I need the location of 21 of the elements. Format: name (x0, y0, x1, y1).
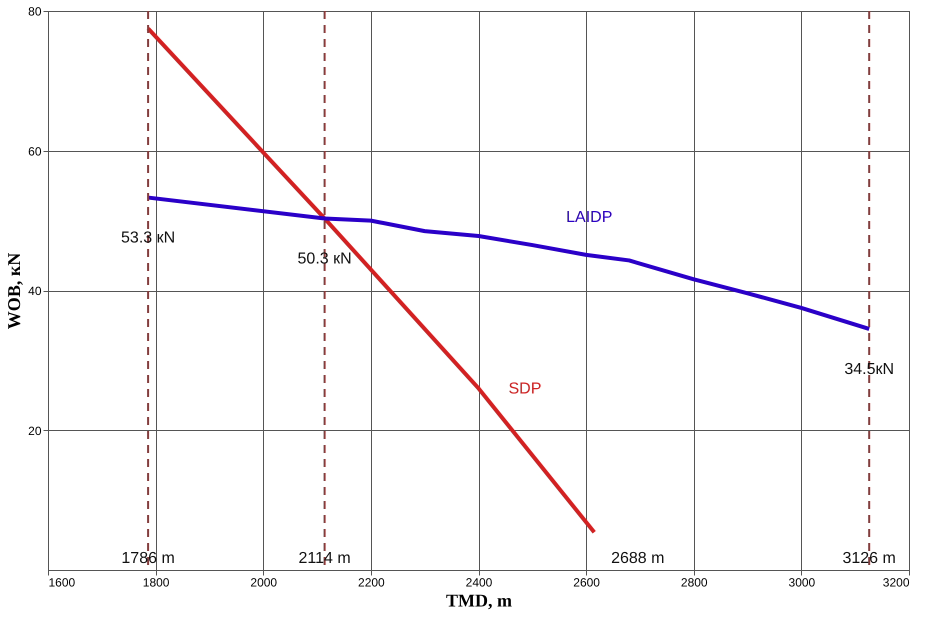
y-tick-label: 80 (28, 4, 42, 18)
x-tick-label: 2600 (573, 576, 600, 590)
x-tick-label: 2200 (358, 576, 386, 590)
x-tick-label: 3000 (788, 576, 816, 590)
ref-line-label: 2114 m (298, 550, 351, 567)
x-tick-label: 2000 (250, 576, 278, 590)
y-axis-title: WOB, кN (4, 252, 24, 330)
x-tick-label: 1800 (142, 576, 170, 590)
x-tick-label: 1600 (48, 576, 76, 590)
ref-line-label: 3126 m (842, 550, 896, 567)
annotation: 2688 m (611, 550, 664, 567)
x-tick-label: 3200 (882, 576, 910, 590)
x-tick-label: 2800 (680, 576, 708, 590)
x-tick-label: 2400 (466, 576, 493, 590)
series-label: SDP (508, 380, 542, 398)
annotation: 50.3 кN (298, 250, 352, 268)
annotation: 34.5кN (844, 360, 894, 378)
y-tick-label: 20 (28, 424, 42, 438)
x-axis-title: TMD, m (446, 590, 512, 610)
y-tick-label: 60 (28, 144, 42, 158)
y-tick-label: 40 (28, 284, 42, 298)
